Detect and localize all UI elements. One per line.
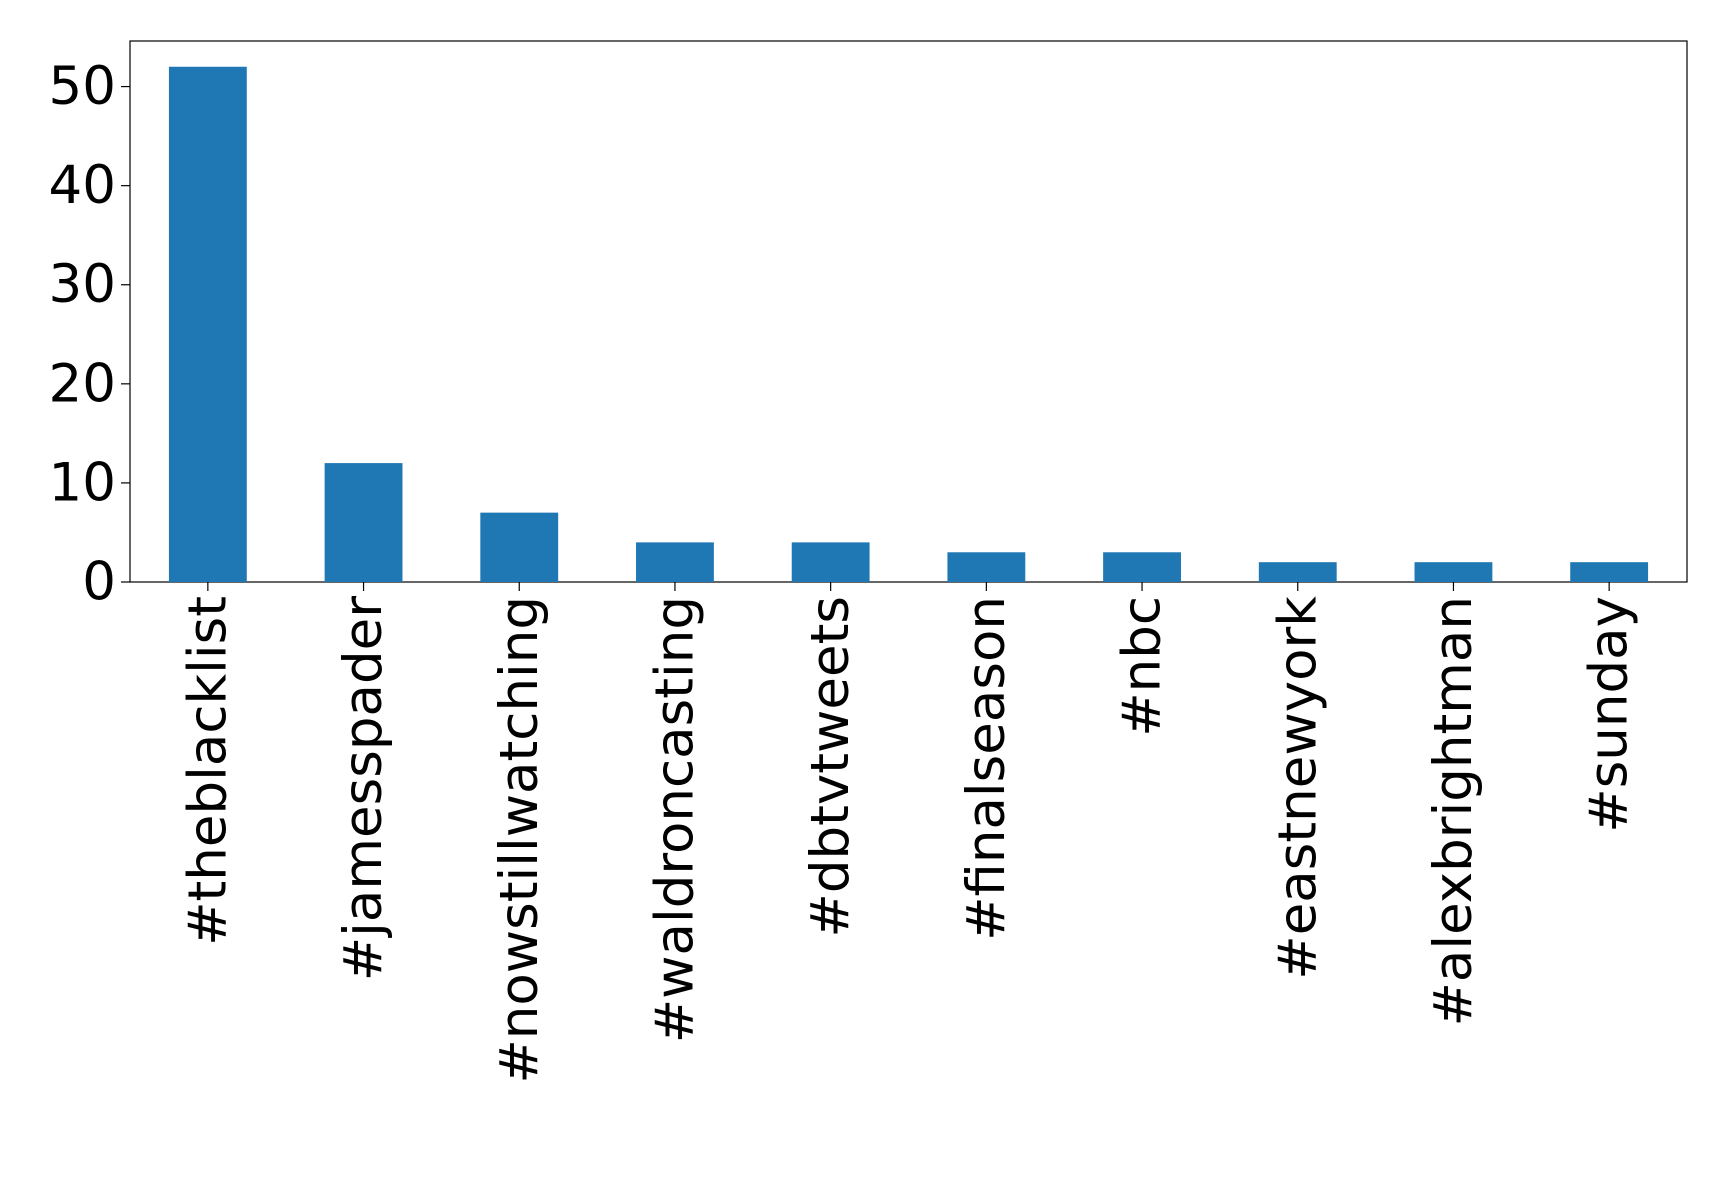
y-tick-label: 30 [49,254,116,315]
y-tick-label: 40 [49,155,116,216]
x-tick-label: #finalseason [956,596,1017,941]
bar [947,552,1026,582]
axes-frame [129,40,1688,583]
bar [1414,562,1493,582]
y-tick-label: 20 [49,353,116,414]
bar [480,512,559,582]
x-tick-label: #theblacklist [177,596,238,946]
x-tick-label: #eastnewyork [1267,596,1328,980]
x-tick-label: #nbc [1112,596,1173,737]
x-tick-label: #waldroncasting [644,596,705,1043]
bar [168,66,247,582]
y-tick-label: 50 [49,56,116,117]
x-tick-label: #sunday [1579,596,1640,833]
x-tick-label: #nowstillwatching [489,596,550,1084]
bar [1570,562,1649,582]
x-tick-label: #dbtvtweets [800,596,861,938]
bar [636,542,714,582]
bar [791,542,870,582]
x-tick-label: #jamesspader [333,596,394,981]
y-tick-label: 10 [49,452,116,513]
bar [324,463,403,582]
bar [1103,552,1181,582]
bar [1258,562,1337,582]
y-tick-label: 0 [82,552,116,613]
x-tick-label: #alexbrightman [1423,596,1484,1027]
